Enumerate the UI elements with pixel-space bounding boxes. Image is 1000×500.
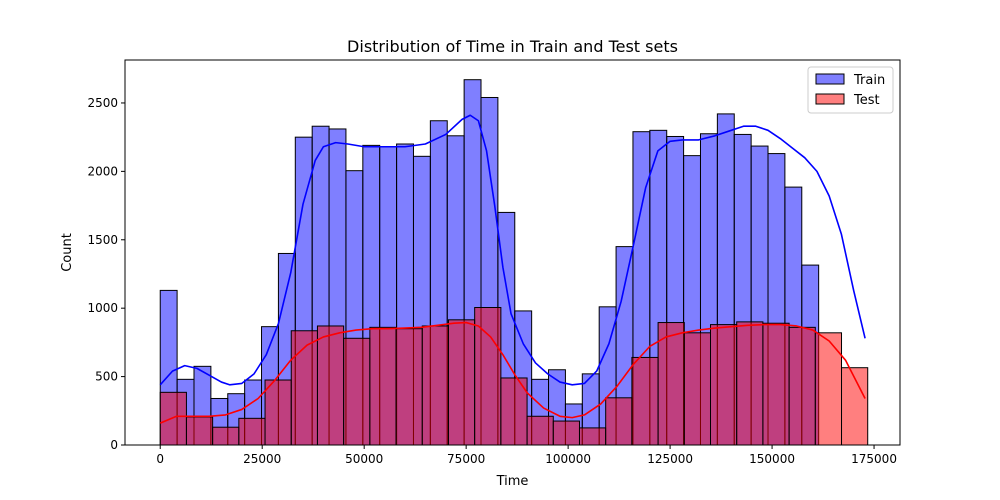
- test-bar: [212, 426, 240, 446]
- legend-swatch-train: [815, 73, 845, 85]
- test-histogram: [159, 307, 869, 446]
- test-bar: [395, 328, 423, 446]
- y-tick-label: 0: [110, 438, 118, 452]
- x-tick-label: 50000: [345, 452, 383, 466]
- kde-curves: [159, 114, 866, 424]
- test-bar: [185, 416, 214, 446]
- y-tick-label: 1000: [87, 301, 118, 315]
- test-bar: [290, 330, 318, 446]
- test-bar: [657, 322, 685, 446]
- test-bar: [631, 356, 659, 446]
- x-tick-label: 25000: [243, 452, 281, 466]
- y-tick-label: 2500: [87, 96, 118, 110]
- legend-swatch-test: [815, 93, 845, 105]
- chart-title: Distribution of Time in Train and Test s…: [347, 37, 678, 56]
- test-bar: [762, 322, 790, 446]
- test-bar: [447, 319, 476, 446]
- test-bar: [369, 326, 397, 446]
- test-bar: [578, 427, 607, 446]
- test-bar: [264, 379, 292, 446]
- legend-label-train: Train: [853, 73, 885, 88]
- test-bar: [316, 325, 345, 446]
- test-bar: [552, 420, 580, 446]
- test-bar: [605, 397, 633, 446]
- x-axis-ticks: 0 25000 50000 75000 100000 125000 150000 175000: [156, 445, 897, 466]
- test-bar: [683, 332, 711, 446]
- test-bar: [788, 326, 816, 446]
- x-tick-label: 150000: [749, 452, 795, 466]
- test-bar: [841, 367, 869, 446]
- x-tick-label: 100000: [545, 452, 591, 466]
- x-axis-label: Time: [496, 474, 529, 489]
- y-tick-label: 2000: [87, 164, 118, 178]
- test-kde-line: [159, 321, 866, 424]
- train-kde-line: [159, 114, 866, 386]
- x-tick-label: 175000: [851, 452, 897, 466]
- test-bar: [343, 337, 371, 446]
- test-bar: [709, 324, 738, 446]
- test-bar: [159, 391, 187, 446]
- y-axis-label: Count: [60, 233, 75, 272]
- x-tick-label: 125000: [647, 452, 693, 466]
- axes-frame: [124, 59, 901, 446]
- y-tick-label: 500: [95, 370, 118, 384]
- x-tick-label: 0: [156, 452, 164, 466]
- test-bar: [474, 307, 502, 446]
- y-axis-ticks: 0 500 1000 1500 2000 2500: [87, 96, 125, 452]
- x-tick-label: 75000: [447, 452, 485, 466]
- test-bar: [238, 417, 266, 446]
- test-bar: [526, 415, 554, 446]
- test-bar: [421, 325, 449, 446]
- y-tick-label: 1500: [87, 233, 118, 247]
- test-bar: [814, 332, 843, 446]
- legend: Train Test: [807, 66, 894, 114]
- legend-label-test: Test: [853, 93, 880, 108]
- test-bar: [500, 377, 528, 446]
- test-bar: [736, 321, 764, 446]
